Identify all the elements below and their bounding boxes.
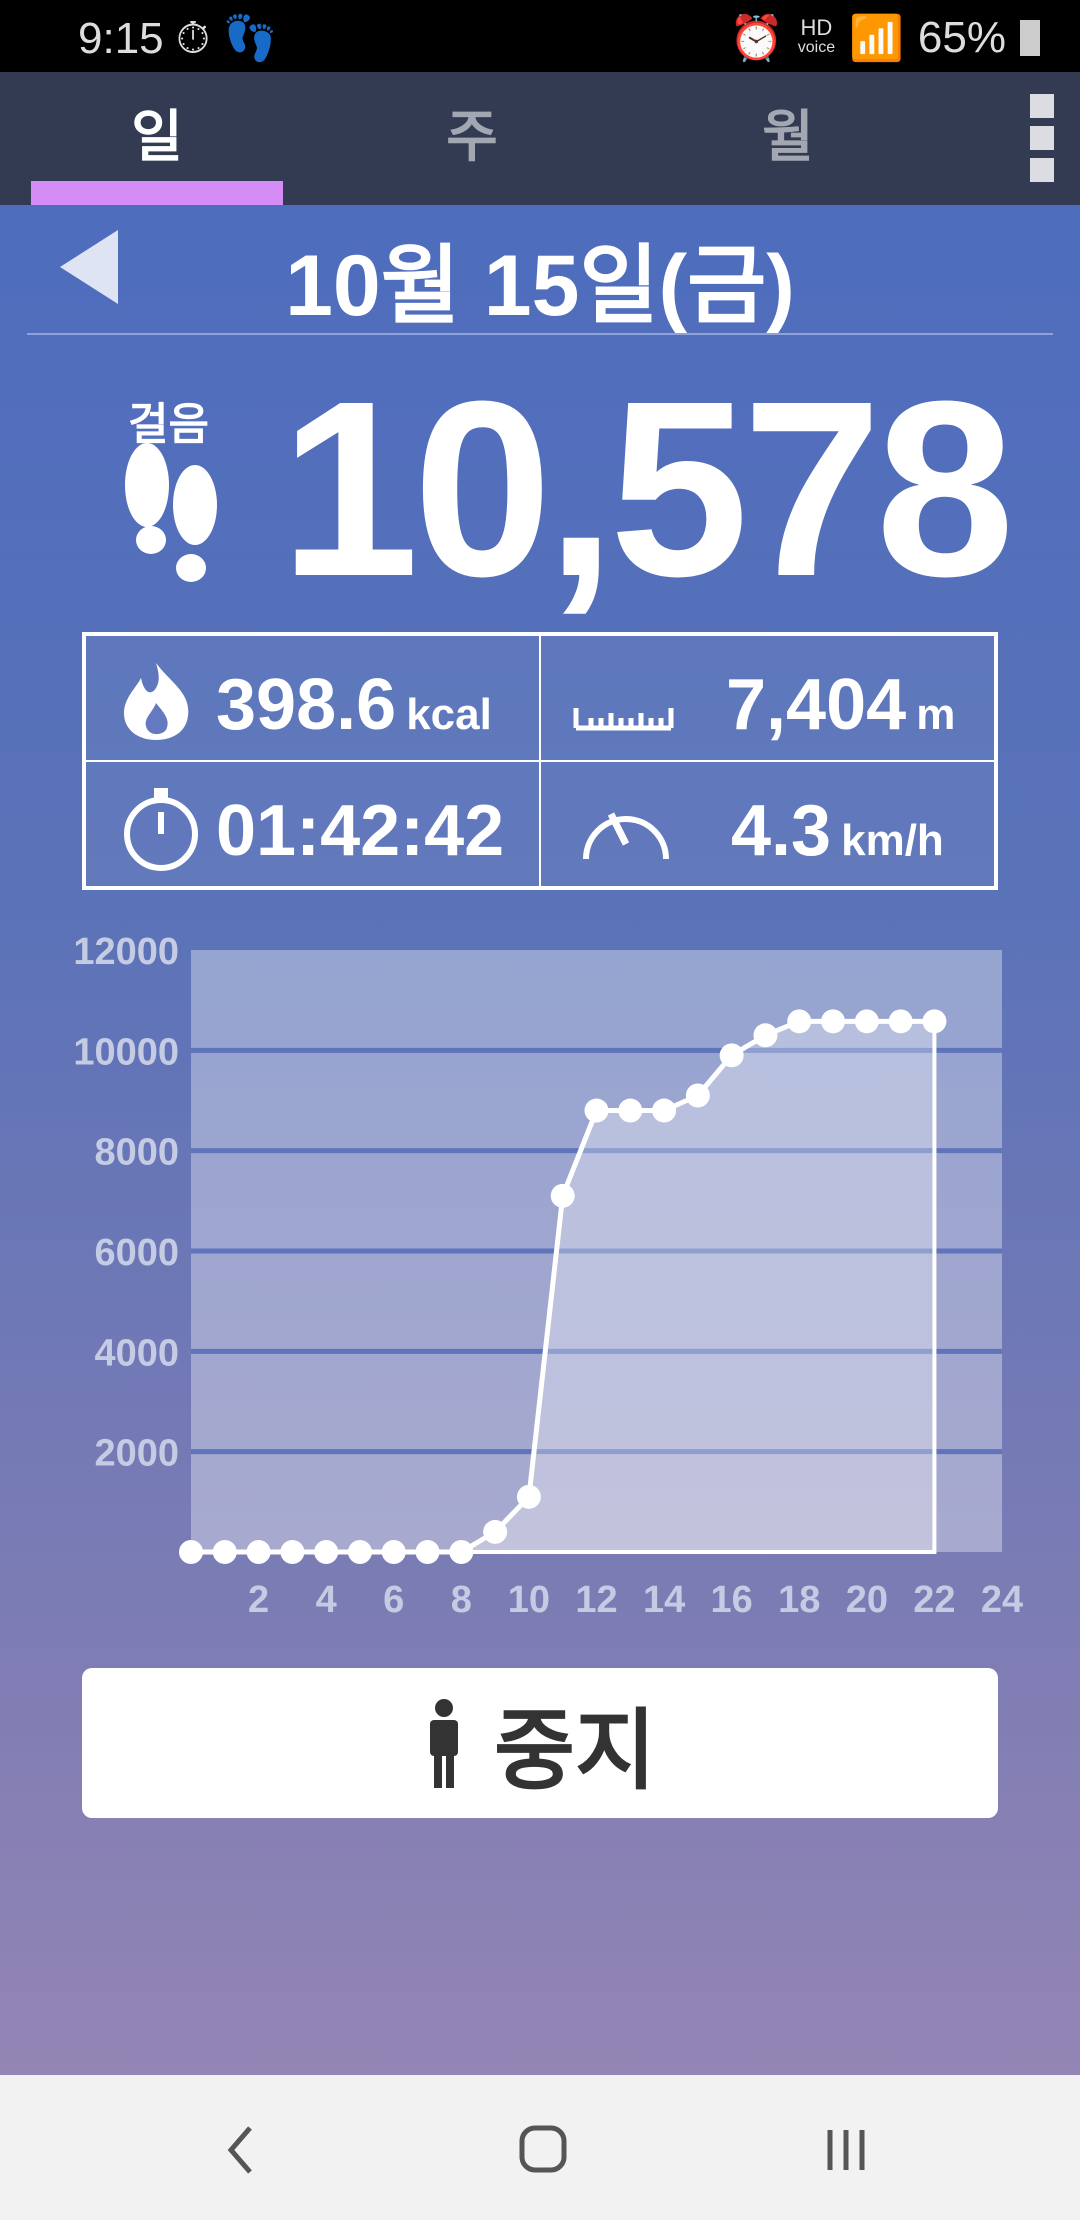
x-tick-label: 16 xyxy=(711,1579,753,1621)
x-tick-label: 24 xyxy=(981,1579,1023,1621)
data-point xyxy=(753,1023,778,1048)
data-point xyxy=(449,1540,474,1564)
x-tick-label: 6 xyxy=(383,1579,404,1621)
period-tabs: 일 주 월 xyxy=(0,72,1080,205)
stopwatch-icon xyxy=(124,788,198,871)
data-point xyxy=(179,1540,203,1564)
data-point xyxy=(854,1009,879,1034)
wifi-icon: 📶 xyxy=(849,14,904,63)
data-point xyxy=(922,1009,947,1034)
data-point xyxy=(821,1009,846,1034)
speed-cell: 4.3 km/h xyxy=(540,761,995,887)
calories-cell: 398.6 kcal xyxy=(85,635,540,761)
x-tick-label: 20 xyxy=(846,1579,888,1621)
data-point xyxy=(719,1043,744,1068)
x-tick-label: 22 xyxy=(913,1579,955,1621)
stop-button[interactable]: 중지 xyxy=(82,1668,998,1818)
data-point xyxy=(483,1519,508,1544)
y-tick-label: 2000 xyxy=(94,1433,179,1475)
duration-cell: 01:42:42 xyxy=(85,761,540,887)
y-tick-label: 12000 xyxy=(73,931,179,973)
data-point xyxy=(347,1540,372,1564)
footprints-icon xyxy=(125,443,217,582)
system-nav-bar xyxy=(0,2075,1080,2220)
x-tick-label: 14 xyxy=(643,1579,685,1621)
clock: 9:15 xyxy=(78,14,164,63)
speedometer-icon xyxy=(583,812,669,860)
hd-voice-icon: HD voice xyxy=(797,15,836,57)
fire-icon xyxy=(124,663,189,740)
data-point xyxy=(584,1098,609,1123)
data-point xyxy=(618,1098,643,1123)
date-title: 10월 15일(금) xyxy=(285,238,795,334)
data-point xyxy=(246,1540,271,1564)
divider xyxy=(27,333,1053,335)
tab-week[interactable]: 주 xyxy=(446,105,498,168)
data-point xyxy=(787,1009,812,1034)
data-point xyxy=(685,1083,710,1108)
stop-button-label: 중지 xyxy=(494,1700,656,1800)
data-point xyxy=(415,1540,440,1564)
alarm-icon: ⏰ xyxy=(728,14,784,63)
data-point xyxy=(550,1183,575,1208)
data-point xyxy=(516,1484,541,1509)
data-point xyxy=(280,1540,305,1564)
tab-day[interactable]: 일 xyxy=(131,105,183,168)
ruler-icon xyxy=(573,708,674,731)
x-tick-label: 18 xyxy=(778,1579,820,1621)
data-point xyxy=(314,1540,339,1564)
distance-cell: 7,404 m xyxy=(540,635,995,761)
more-menu-icon[interactable] xyxy=(1030,94,1054,182)
x-tick-label: 12 xyxy=(575,1579,617,1621)
y-tick-label: 4000 xyxy=(94,1332,179,1374)
data-point xyxy=(652,1098,677,1123)
tab-month[interactable]: 월 xyxy=(762,105,814,168)
y-tick-label: 10000 xyxy=(73,1031,179,1073)
stopwatch-icon: ⏱ xyxy=(175,14,211,63)
data-point xyxy=(381,1540,406,1564)
home-nav-icon[interactable] xyxy=(518,2120,568,2180)
battery-icon xyxy=(1020,20,1040,56)
data-point xyxy=(212,1540,237,1564)
active-tab-indicator xyxy=(31,181,283,205)
previous-day-button[interactable] xyxy=(60,230,118,304)
y-tick-label: 8000 xyxy=(94,1132,179,1174)
x-tick-label: 4 xyxy=(316,1579,337,1621)
step-count: 10,578 xyxy=(280,349,1015,628)
pedometer-notification-icon: 👣 xyxy=(222,14,278,63)
x-tick-label: 8 xyxy=(451,1579,472,1621)
x-tick-label: 10 xyxy=(508,1579,550,1621)
battery-level: 65% xyxy=(917,13,1006,62)
stats-table: 398.6 kcal 7,404 m 01:42:42 4.3 km/h xyxy=(82,632,998,890)
person-icon xyxy=(430,1699,459,1788)
y-tick-label: 6000 xyxy=(94,1232,179,1274)
recents-nav-icon[interactable] xyxy=(822,2120,872,2180)
status-bar: 9:15 ⏱ 👣 ⏰ HD voice 📶 65% xyxy=(0,0,1080,72)
steps-label: 걸음 xyxy=(128,400,209,449)
back-nav-icon[interactable] xyxy=(225,2120,255,2180)
data-point xyxy=(888,1009,913,1034)
x-tick-label: 2 xyxy=(248,1579,269,1621)
